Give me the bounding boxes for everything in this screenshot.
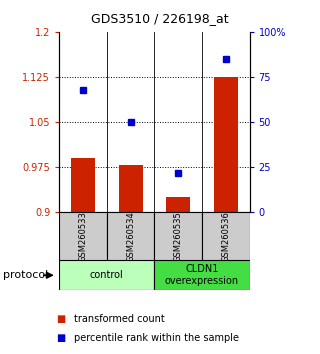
Bar (214, 77, 238, 212)
FancyBboxPatch shape (59, 212, 107, 260)
Bar (119, 165, 142, 212)
Text: percentile rank within the sample: percentile rank within the sample (74, 333, 239, 343)
Text: GDS3510 / 226198_at: GDS3510 / 226198_at (91, 12, 229, 25)
Text: ■: ■ (56, 333, 65, 343)
FancyBboxPatch shape (155, 260, 250, 290)
Text: ■: ■ (56, 314, 65, 324)
Text: transformed count: transformed count (74, 314, 164, 324)
FancyBboxPatch shape (155, 212, 202, 260)
FancyBboxPatch shape (107, 212, 155, 260)
Text: control: control (90, 270, 124, 280)
Text: CLDN1
overexpression: CLDN1 overexpression (165, 264, 239, 286)
FancyBboxPatch shape (59, 260, 155, 290)
Bar (166, 197, 190, 212)
Text: GSM260536: GSM260536 (221, 211, 230, 262)
FancyBboxPatch shape (202, 212, 250, 260)
Text: GSM260535: GSM260535 (174, 211, 183, 262)
Bar (71, 158, 95, 212)
Text: GSM260533: GSM260533 (78, 211, 87, 262)
Text: protocol: protocol (3, 270, 48, 280)
Text: GSM260534: GSM260534 (126, 211, 135, 262)
